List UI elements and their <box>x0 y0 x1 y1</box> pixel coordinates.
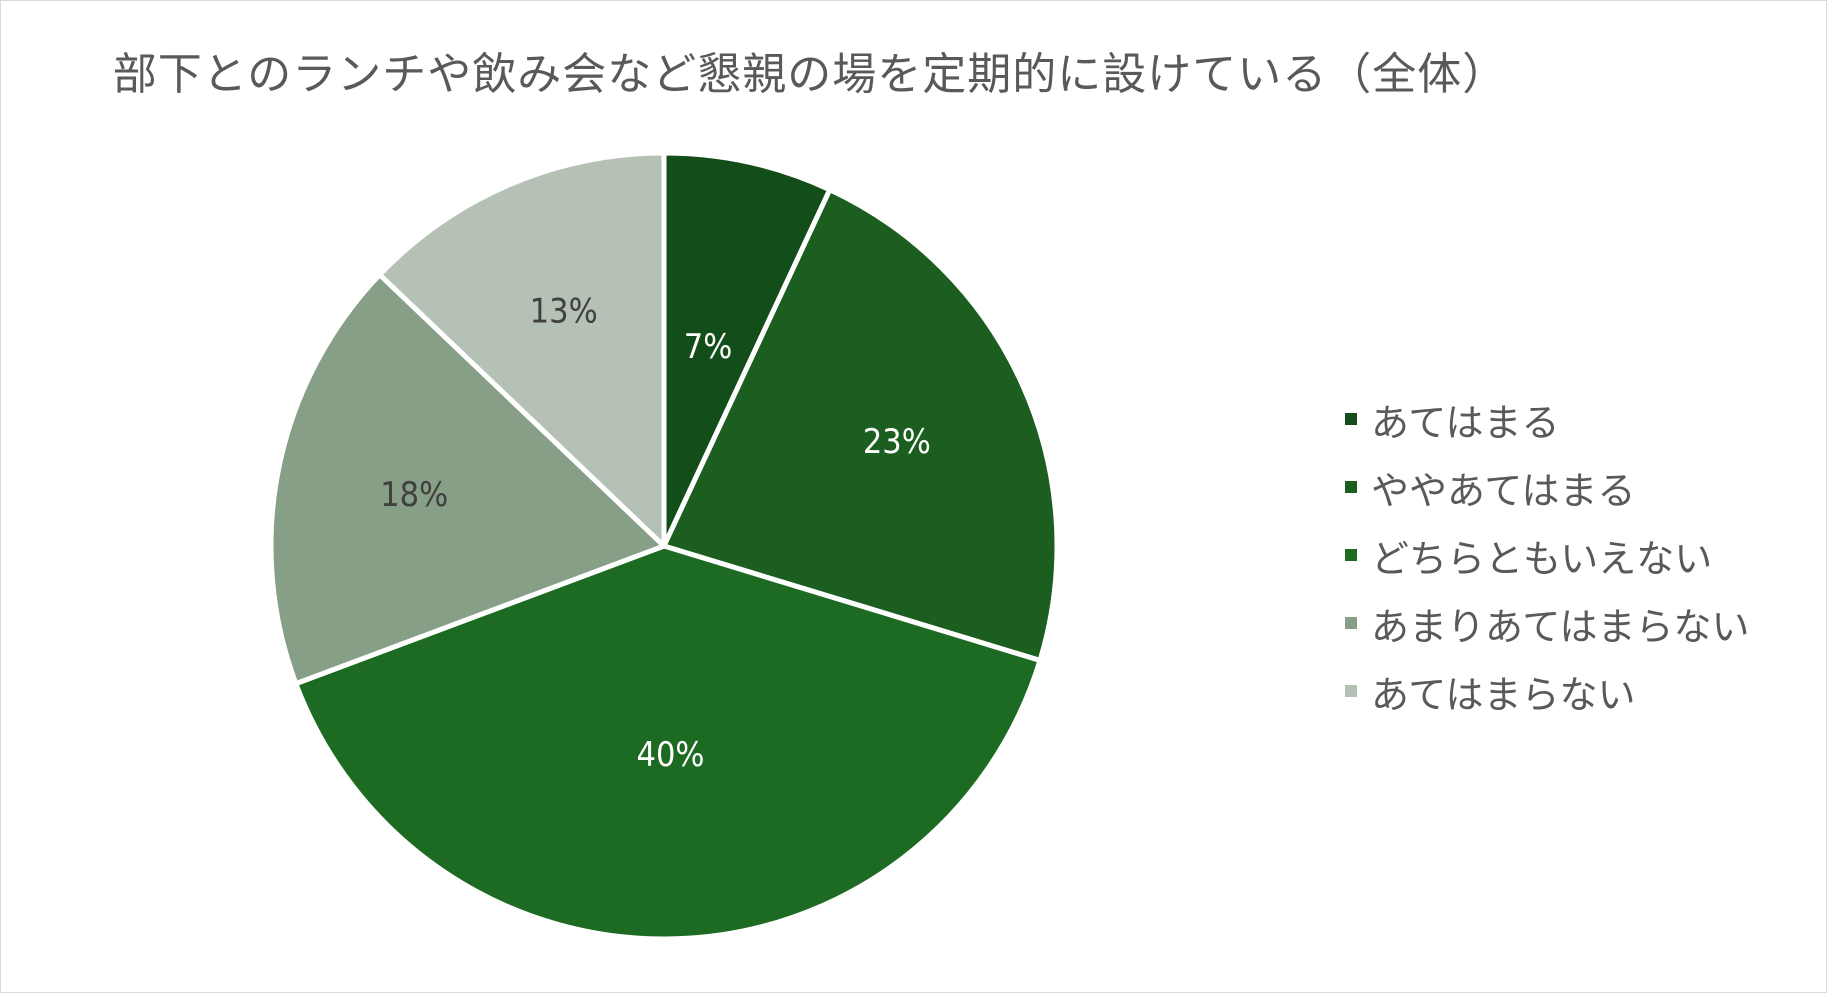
legend-item: どちらともいえない <box>1345 521 1749 589</box>
legend-item: あまりあてはまらない <box>1345 589 1749 657</box>
legend-item: あてはまる <box>1345 385 1749 453</box>
chart-title: 部下とのランチや飲み会など懇親の場を定期的に設けている（全体） <box>112 49 1508 100</box>
legend-label: あてはまる <box>1371 400 1560 445</box>
legend-label: あてはまらない <box>1371 672 1636 717</box>
legend-swatch <box>1345 481 1357 493</box>
pie-slice-3 <box>293 543 1043 942</box>
legend: あてはまる ややあてはまる どちらともいえない あまりあてはまらない あてはまら… <box>1345 385 1749 725</box>
legend-swatch <box>1345 549 1357 561</box>
data-label-1: 7% <box>684 327 733 367</box>
pie-slice-4 <box>268 272 667 687</box>
legend-item: ややあてはまる <box>1345 453 1749 521</box>
data-label-2: 23% <box>863 422 931 462</box>
legend-swatch <box>1345 685 1357 697</box>
legend-label: あまりあてはまらない <box>1371 604 1750 649</box>
data-label-5: 13% <box>530 292 598 332</box>
legend-swatch <box>1345 617 1357 629</box>
data-label-4: 18% <box>380 475 448 515</box>
legend-swatch <box>1345 413 1357 425</box>
pie-slice-1 <box>661 150 833 549</box>
pie-slice-2 <box>661 187 1060 663</box>
legend-item: あてはまらない <box>1345 657 1749 725</box>
legend-label: どちらともいえない <box>1371 536 1713 581</box>
data-label-3: 40% <box>637 735 705 775</box>
legend-label: ややあてはまる <box>1371 468 1636 513</box>
pie-slice-5 <box>377 150 667 549</box>
